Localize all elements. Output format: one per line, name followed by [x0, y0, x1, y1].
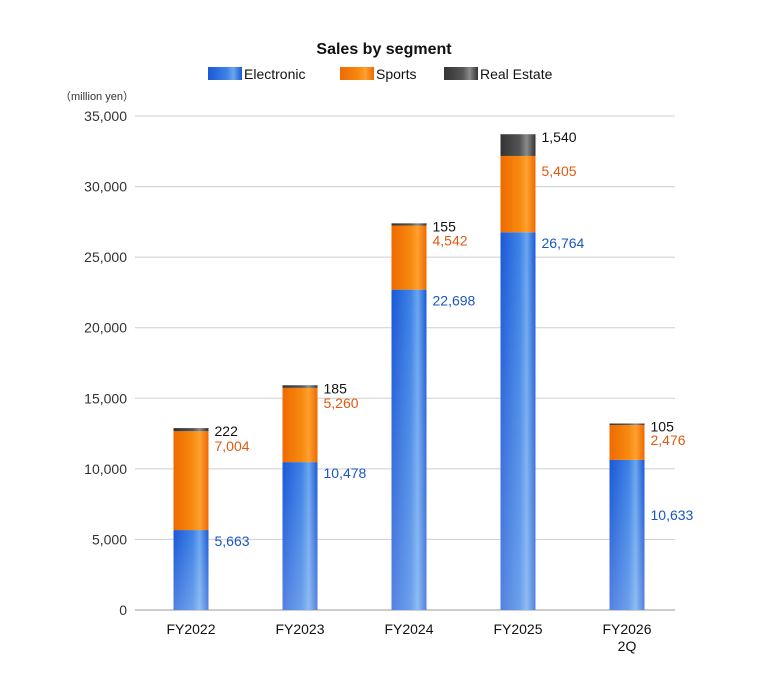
bar-real-estate-fy2025: [500, 134, 536, 156]
x-tick-label: FY2023: [275, 621, 324, 637]
data-label-electronic: 10,478: [324, 465, 367, 481]
legend-swatch-sports: [340, 67, 374, 80]
legend-label-sports: Sports: [376, 66, 416, 82]
data-label-real-estate: 105: [651, 418, 675, 434]
x-tick-label: FY2026: [602, 621, 651, 637]
y-tick-label: 25,000: [84, 249, 127, 265]
x-tick-label-line2: 2Q: [618, 638, 637, 654]
legend-swatch-electronic: [208, 67, 242, 80]
x-tick-label: FY2024: [384, 621, 433, 637]
chart-title: Sales by segment: [316, 41, 452, 58]
y-tick-label: 5,000: [92, 531, 127, 547]
x-tick-label: FY2022: [166, 621, 215, 637]
y-tick-label: 15,000: [84, 390, 127, 406]
bar-sports-fy2023: [282, 387, 318, 463]
data-label-real-estate: 1,540: [542, 129, 577, 145]
data-label-electronic: 5,663: [215, 533, 250, 549]
legend-label-electronic: Electronic: [244, 66, 305, 82]
bar-shine: [173, 530, 209, 610]
bar-sports-fy2026-2q: [609, 424, 645, 460]
y-tick-label: 35,000: [84, 108, 127, 124]
data-label-real-estate: 222: [215, 423, 239, 439]
data-label-sports: 2,476: [651, 432, 686, 448]
y-tick-label: 0: [119, 602, 127, 618]
legend-swatch-real-estate: [444, 67, 478, 80]
bar-real-estate-fy2024: [391, 223, 427, 226]
x-tick-label: FY2025: [493, 621, 542, 637]
y-axis: 0 5,000 10,000 15,000 20,000 25,000 30,000 35,0…: [84, 108, 127, 618]
bar-real-estate-fy2022: [173, 428, 209, 432]
bars: [173, 134, 645, 611]
y-axis-unit-label: （million yen）: [60, 90, 134, 103]
data-label-electronic: 22,698: [433, 293, 476, 309]
data-label-sports: 5,260: [324, 395, 359, 411]
bar-shine: [282, 462, 318, 610]
data-label-sports: 5,405: [542, 163, 577, 179]
bar-sports-fy2024: [391, 225, 427, 290]
legend: Electronic Sports Real Estate: [208, 66, 553, 82]
bar-shine: [391, 289, 427, 610]
bar-real-estate-fy2026-2q: [609, 423, 645, 425]
data-label-sports: 4,542: [433, 233, 468, 249]
bar-real-estate-fy2023: [282, 385, 318, 388]
bar-sports-fy2025: [500, 155, 536, 233]
data-label-electronic: 26,764: [542, 235, 585, 251]
bar-shine: [500, 232, 536, 611]
y-tick-label: 30,000: [84, 179, 127, 195]
bar-shine: [609, 459, 645, 610]
bar-sports-fy2022: [173, 431, 209, 531]
data-label-electronic: 10,633: [651, 507, 694, 523]
data-label-sports: 7,004: [215, 438, 250, 454]
data-label-real-estate: 155: [433, 218, 457, 234]
legend-label-real-estate: Real Estate: [480, 66, 553, 82]
y-tick-label: 20,000: [84, 320, 127, 336]
data-label-real-estate: 185: [324, 380, 348, 396]
y-tick-label: 10,000: [84, 461, 127, 477]
